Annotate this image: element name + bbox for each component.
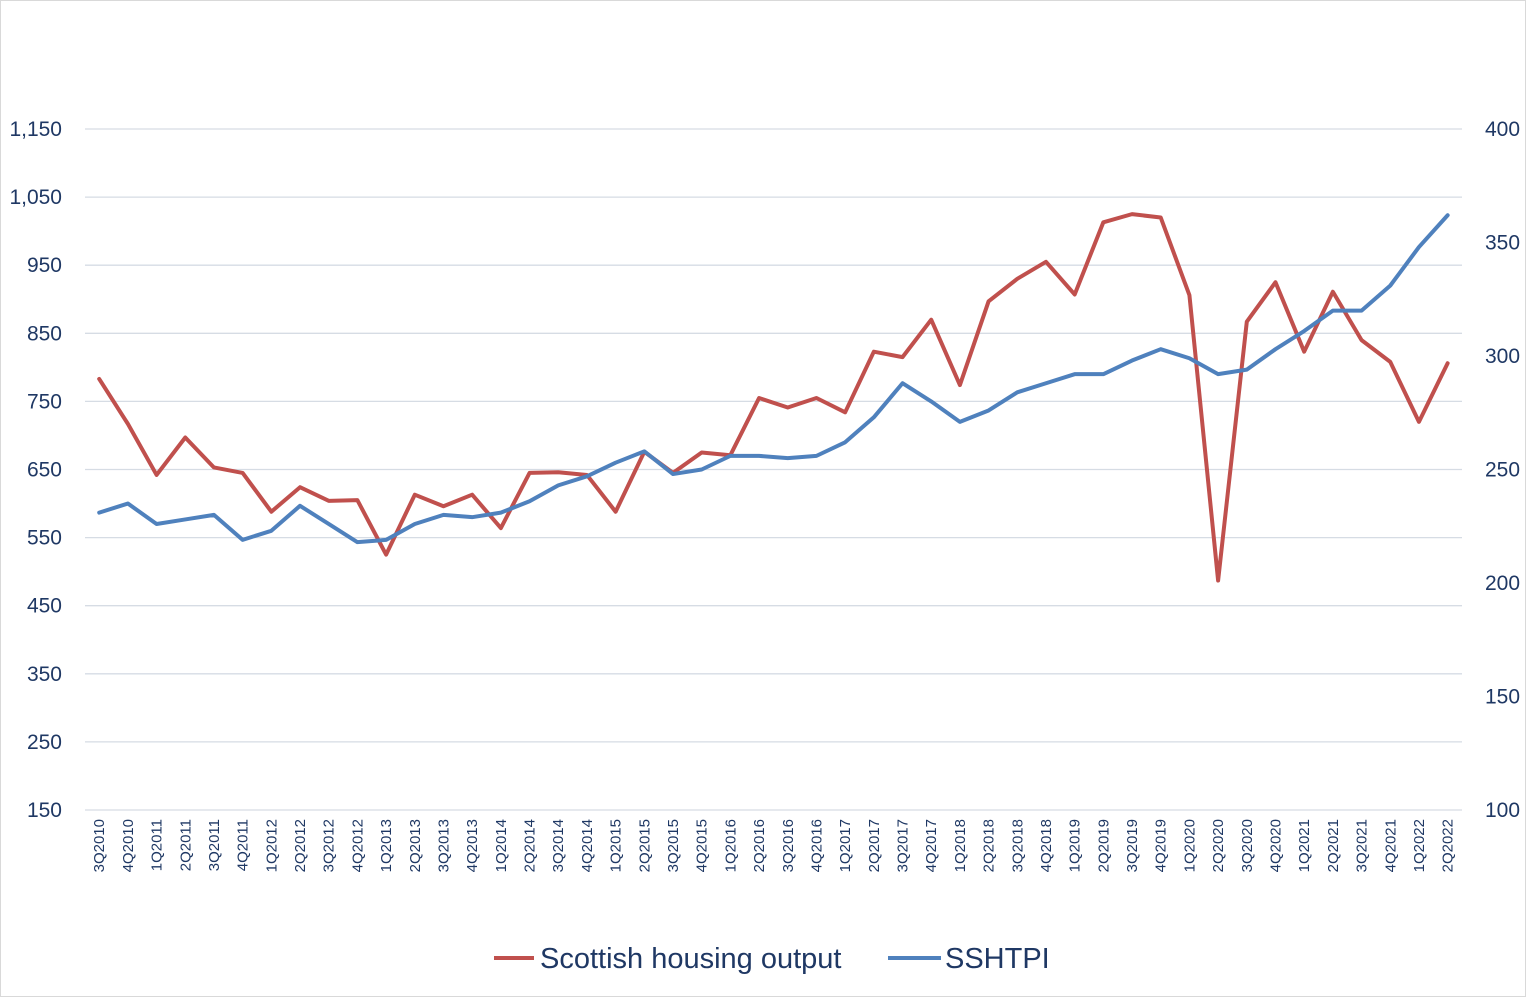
x-tick-label: 2Q2021 <box>1325 819 1342 872</box>
left-y-tick-label: 650 <box>27 459 62 482</box>
x-tick-label: 4Q2012 <box>349 819 366 872</box>
x-tick-label: 2Q2015 <box>636 819 653 872</box>
x-tick-label: 4Q2021 <box>1382 819 1399 872</box>
x-tick-label: 3Q2013 <box>435 819 452 872</box>
x-tick-label: 3Q2014 <box>550 819 567 872</box>
x-tick-label: 2Q2016 <box>751 819 768 872</box>
right-y-tick-label: 100 <box>1485 799 1520 822</box>
x-tick-label: 3Q2017 <box>895 819 912 872</box>
x-tick-label: 1Q2022 <box>1411 819 1428 872</box>
x-tick-label: 4Q2020 <box>1267 819 1284 872</box>
x-tick-label: 2Q2017 <box>866 819 883 872</box>
series-line-scottish-housing-output <box>99 214 1447 580</box>
right-y-tick-label: 250 <box>1485 459 1520 482</box>
legend-label-scottish-housing-output: Scottish housing output <box>540 943 841 975</box>
left-y-tick-label: 850 <box>27 322 62 345</box>
x-tick-label: 1Q2019 <box>1067 819 1084 872</box>
right-y-tick-label: 350 <box>1485 232 1520 255</box>
x-tick-label: 4Q2017 <box>923 819 940 872</box>
x-tick-label: 1Q2013 <box>378 819 395 872</box>
x-tick-label: 4Q2010 <box>120 819 137 872</box>
right-y-tick-label: 200 <box>1485 572 1520 595</box>
x-tick-label: 1Q2020 <box>1181 819 1198 872</box>
series <box>99 214 1448 581</box>
x-tick-label: 2Q2018 <box>981 819 998 872</box>
x-tick-label: 2Q2013 <box>407 819 424 872</box>
x-tick-label: 2Q2020 <box>1210 819 1227 872</box>
left-y-tick-label: 1,150 <box>9 118 62 141</box>
x-tick-label: 2Q2019 <box>1095 819 1112 872</box>
left-y-tick-label: 750 <box>27 390 62 413</box>
right-y-tick-label: 400 <box>1485 118 1520 141</box>
left-y-tick-label: 150 <box>27 799 62 822</box>
x-tick-label: 4Q2015 <box>694 819 711 872</box>
x-tick-label: 3Q2016 <box>780 819 797 872</box>
x-tick-label: 3Q2011 <box>206 819 223 871</box>
right-y-tick-label: 150 <box>1485 686 1520 709</box>
x-tick-label: 2Q2022 <box>1440 819 1457 872</box>
x-tick-label: 1Q2017 <box>837 819 854 872</box>
legend: Scottish housing output SSHTPI <box>494 943 1050 975</box>
x-tick-label: 1Q2015 <box>608 819 625 872</box>
left-y-tick-label: 550 <box>27 527 62 550</box>
x-tick-label: 4Q2019 <box>1153 819 1170 872</box>
x-tick-label: 3Q2010 <box>91 819 108 872</box>
x-tick-label: 4Q2016 <box>808 819 825 872</box>
x-tick-label: 1Q2021 <box>1296 819 1313 872</box>
x-tick-label: 4Q2014 <box>579 819 596 872</box>
series-line-sshtpi <box>99 215 1447 542</box>
right-y-tick-label: 300 <box>1485 345 1520 368</box>
legend-label-sshtpi: SSHTPI <box>945 943 1050 975</box>
x-tick-label: 2Q2014 <box>522 819 539 872</box>
x-tick-label: 4Q2011 <box>235 819 252 871</box>
x-tick-label: 2Q2011 <box>177 819 194 871</box>
x-tick-label: 1Q2012 <box>263 819 280 872</box>
left-y-tick-label: 950 <box>27 254 62 277</box>
x-axis: 3Q2010 4Q2010 1Q2011 2Q2011 3Q2011 4Q2011 1Q20… <box>91 819 1456 872</box>
right-y-axis: 100 150 200 250 300 350 400 <box>1485 118 1520 822</box>
left-y-tick-label: 1,050 <box>9 186 62 209</box>
x-tick-label: 1Q2018 <box>952 819 969 872</box>
x-tick-label: 3Q2018 <box>1009 819 1026 872</box>
x-tick-label: 4Q2013 <box>464 819 481 872</box>
x-tick-label: 1Q2011 <box>149 819 166 871</box>
x-tick-label: 3Q2020 <box>1239 819 1256 872</box>
left-y-tick-label: 350 <box>27 663 62 686</box>
left-y-axis: 150 250 350 450 550 650 750 850 950 1,050 1,150 <box>9 118 62 822</box>
x-tick-label: 1Q2014 <box>493 819 510 872</box>
left-y-tick-label: 250 <box>27 731 62 754</box>
x-tick-label: 3Q2021 <box>1354 819 1371 872</box>
gridlines <box>85 129 1462 810</box>
x-tick-label: 3Q2019 <box>1124 819 1141 872</box>
x-tick-label: 3Q2015 <box>665 819 682 872</box>
left-y-tick-label: 450 <box>27 595 62 618</box>
x-tick-label: 4Q2018 <box>1038 819 1055 872</box>
x-tick-label: 1Q2016 <box>722 819 739 872</box>
x-tick-label: 3Q2012 <box>321 819 338 872</box>
x-tick-label: 2Q2012 <box>292 819 309 872</box>
